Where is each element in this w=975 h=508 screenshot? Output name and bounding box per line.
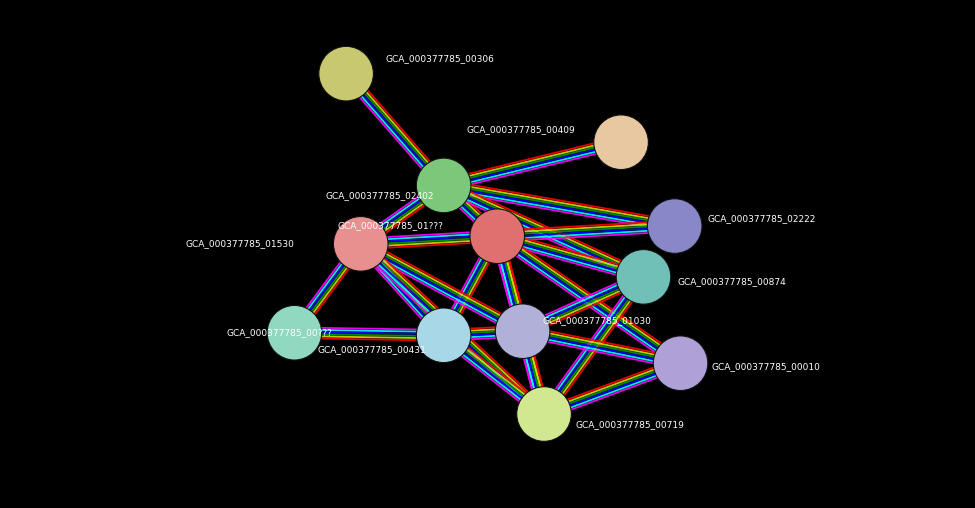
- Ellipse shape: [653, 336, 708, 391]
- Text: GCA_000377785_00306: GCA_000377785_00306: [385, 54, 494, 63]
- Ellipse shape: [495, 304, 550, 359]
- Ellipse shape: [319, 46, 373, 101]
- Text: GCA_000377785_00719: GCA_000377785_00719: [575, 420, 684, 429]
- Ellipse shape: [594, 115, 648, 170]
- Text: GCA_000377785_00010: GCA_000377785_00010: [712, 362, 821, 371]
- Text: GCA_000377785_00???: GCA_000377785_00???: [226, 328, 332, 337]
- Ellipse shape: [416, 158, 471, 213]
- Text: GCA_000377785_00409: GCA_000377785_00409: [466, 125, 575, 134]
- Text: GCA_000377785_01030: GCA_000377785_01030: [542, 316, 651, 326]
- Text: GCA_000377785_01???: GCA_000377785_01???: [337, 221, 444, 231]
- Ellipse shape: [647, 199, 702, 253]
- Text: GCA_000377785_02402: GCA_000377785_02402: [326, 191, 434, 200]
- Text: GCA_000377785_00431: GCA_000377785_00431: [317, 345, 426, 354]
- Text: GCA_000377785_01530: GCA_000377785_01530: [185, 239, 294, 248]
- Ellipse shape: [616, 249, 671, 304]
- Text: GCA_000377785_00874: GCA_000377785_00874: [678, 277, 787, 287]
- Ellipse shape: [470, 209, 525, 264]
- Ellipse shape: [517, 387, 571, 441]
- Ellipse shape: [267, 305, 322, 360]
- Text: GCA_000377785_02222: GCA_000377785_02222: [708, 214, 816, 223]
- Ellipse shape: [333, 216, 388, 271]
- Ellipse shape: [416, 308, 471, 363]
